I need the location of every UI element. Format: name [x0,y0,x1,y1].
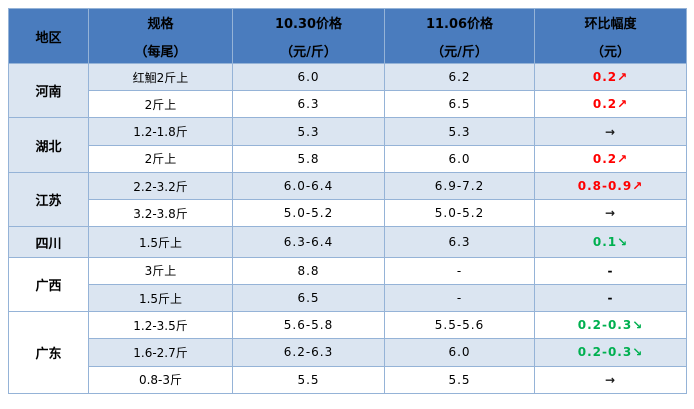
region-cell: 广西 [8,256,89,313]
change-cell: 0.2↗ [534,144,687,173]
price-1106-cell: - [384,283,535,313]
region-cell: 四川 [8,226,89,258]
header-price-1030: 10.30价格 （元/斤） [232,8,385,64]
price-1106-cell: 5.3 [384,117,535,146]
spec-cell: 红鮰2斤上 [88,62,233,92]
change-cell: → [534,199,687,228]
price-1106-cell: 5.0-5.2 [384,199,535,228]
price-1106-cell: 6.0 [384,338,535,367]
table-row: 广西 3斤上 8.8 - - [8,256,687,313]
price-1030-cell: 5.3 [232,117,385,146]
price-1106-cell: 6.5 [384,90,535,119]
price-1030-cell: 6.5 [232,283,385,313]
table-row: 湖北 1.2-1.8斤 5.3 5.3 → [8,117,687,173]
header-title: 11.06价格 [425,16,494,32]
spec-cell: 0.8-3斤 [88,365,233,395]
header-subtitle: （元/斤） [431,44,488,60]
table-row: 2斤上 5.8 6.0 0.2↗ [9,144,687,173]
price-1106-cell: 6.9-7.2 [384,171,535,201]
spec-cell: 1.6-2.7斤 [88,338,233,367]
header-title: 规格 [147,16,174,32]
header-change: 环比幅度 （元） [534,8,687,64]
change-cell: 0.2↗ [534,90,687,119]
table-row: 1.5斤上 6.5 - - [9,283,687,313]
spec-cell: 1.2-3.5斤 [88,311,233,340]
price-1030-cell: 6.2-6.3 [232,338,385,367]
spec-cell: 2斤上 [88,90,233,119]
price-1030-cell: 5.5 [232,365,385,395]
fish-price-table: 地区 规格 （每尾） 10.30价格 （元/斤） 11.06价格 （元/斤） 环… [8,8,687,395]
spec-cell: 1.5斤上 [88,283,233,313]
price-1106-cell: 5.5 [384,365,535,395]
price-1030-cell: 6.0 [232,62,385,92]
header-title: 10.30价格 [274,16,343,32]
table-row: 广东 1.2-3.5斤 5.6-5.8 5.5-5.6 0.2-0.3↘ [8,311,687,394]
price-1106-cell: 6.2 [384,62,535,92]
table-row: 2斤上 6.3 6.5 0.2↗ [9,90,687,119]
price-1030-cell: 6.0-6.4 [232,171,385,201]
change-cell: 0.8-0.9↗ [534,171,687,201]
table-row: 江苏 2.2-3.2斤 6.0-6.4 6.9-7.2 0.8-0.9↗ [8,171,687,228]
header-subtitle: （元） [590,44,630,60]
price-1030-cell: 5.8 [232,144,385,173]
change-cell: 0.2-0.3↘ [534,338,687,367]
header-region: 地区 [8,8,89,64]
change-cell: - [534,256,687,285]
change-cell: 0.1↘ [534,226,687,258]
header-title: 环比幅度 [584,16,637,32]
table-row: 0.8-3斤 5.5 5.5 → [9,365,687,395]
region-cell: 河南 [8,62,89,119]
table-row: 河南 红鮰2斤上 6.0 6.2 0.2↗ [8,62,687,119]
header-spec: 规格 （每尾） [88,8,233,64]
region-cell: 广东 [8,311,89,394]
header-subtitle: （每尾） [134,44,187,60]
header-row: 地区 规格 （每尾） 10.30价格 （元/斤） 11.06价格 （元/斤） 环… [8,8,687,64]
change-cell: → [534,365,687,395]
region-cell: 江苏 [8,171,89,228]
spec-cell: 3斤上 [88,256,233,285]
price-1030-cell: 5.0-5.2 [232,199,385,228]
price-1030-cell: 8.8 [232,256,385,285]
price-1106-cell: 6.3 [384,226,535,258]
spec-cell: 2斤上 [88,144,233,173]
price-1030-cell: 5.6-5.8 [232,311,385,340]
table-row: 四川 1.5斤上 6.3-6.4 6.3 0.1↘ [8,226,687,258]
header-subtitle: （元/斤） [280,44,337,60]
change-cell: 0.2↗ [534,62,687,92]
change-cell: 0.2-0.3↘ [534,311,687,340]
table-row: 3.2-3.8斤 5.0-5.2 5.0-5.2 → [9,199,687,228]
price-1106-cell: - [384,256,535,285]
spec-cell: 2.2-3.2斤 [88,171,233,201]
header-price-1106: 11.06价格 （元/斤） [384,8,535,64]
spec-cell: 3.2-3.8斤 [88,199,233,228]
price-1030-cell: 6.3 [232,90,385,119]
header-title: 地区 [35,30,62,46]
region-cell: 湖北 [8,117,89,173]
change-cell: → [534,117,687,146]
change-cell: - [534,283,687,313]
spec-cell: 1.2-1.8斤 [88,117,233,146]
price-1030-cell: 6.3-6.4 [232,226,385,258]
price-1106-cell: 6.0 [384,144,535,173]
price-1106-cell: 5.5-5.6 [384,311,535,340]
table-row: 1.6-2.7斤 6.2-6.3 6.0 0.2-0.3↘ [9,338,687,367]
spec-cell: 1.5斤上 [88,226,233,258]
